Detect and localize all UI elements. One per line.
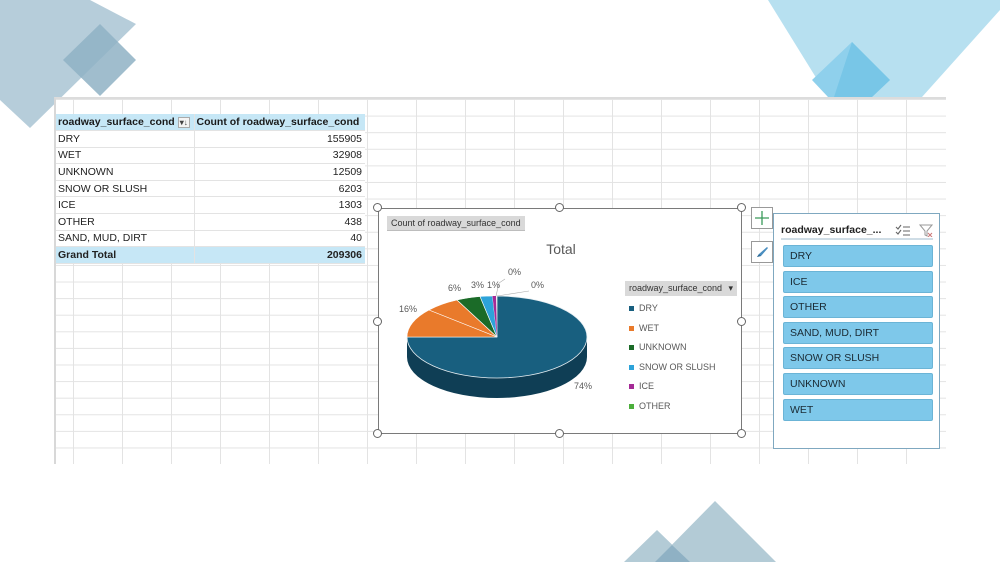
resize-handle-w[interactable]: [373, 317, 382, 326]
sort-descending-filter-icon[interactable]: ▾↓: [177, 116, 190, 128]
swatch-icon: [629, 345, 634, 351]
decorative-mountains-bottom: [624, 501, 776, 562]
label-snow: 3%: [471, 280, 485, 290]
slicer-header: roadway_surface_...: [781, 222, 933, 240]
slicer-item-snow-or-slush[interactable]: SNOW OR SLUSH: [783, 347, 933, 370]
resize-handle-se[interactable]: [737, 429, 746, 438]
dropdown-arrow-icon: ▾: [728, 283, 733, 293]
legend-item-dry[interactable]: DRY: [625, 299, 737, 319]
pivot-header-row: roadway_surface_cond ▾↓ Count of roadway_…: [56, 114, 365, 132]
swatch-icon: [629, 384, 634, 390]
legend-item-snow[interactable]: SNOW OR SLUSH: [625, 358, 737, 378]
grand-total-row[interactable]: Grand Total 209306: [56, 246, 365, 264]
chart-styles-button[interactable]: [751, 241, 773, 263]
resize-handle-sw[interactable]: [373, 429, 382, 438]
slicer-item-dry[interactable]: DRY: [783, 245, 933, 267]
swatch-icon: [629, 325, 634, 331]
resize-handle-e[interactable]: [737, 317, 746, 326]
swatch-icon: [629, 403, 634, 409]
slicer-item-sand-mud-dirt[interactable]: SAND, MUD, DIRT: [783, 321, 933, 344]
multi-select-icon[interactable]: [895, 224, 911, 237]
table-row[interactable]: WET 32908: [56, 147, 365, 165]
plus-icon: [755, 211, 769, 225]
legend-item-wet[interactable]: WET: [625, 319, 737, 339]
label-sand: 0%: [531, 280, 545, 290]
pivot-table: roadway_surface_cond ▾↓ Count of roadway_…: [56, 114, 365, 264]
label-other: 0%: [508, 267, 522, 277]
table-row[interactable]: DRY 155905: [56, 130, 365, 148]
legend-item-ice[interactable]: ICE: [625, 377, 737, 397]
legend-item-unknown[interactable]: UNKNOWN: [625, 338, 737, 358]
slicer-items: DRY ICE OTHER SAND, MUD, DIRT SNOW OR SL…: [783, 245, 933, 424]
slicer-item-unknown[interactable]: UNKNOWN: [783, 372, 933, 395]
pie-plot[interactable]: [379, 209, 743, 435]
row-labels-header[interactable]: roadway_surface_cond ▾↓: [56, 114, 195, 132]
chart-title: Total: [546, 241, 576, 257]
resize-handle-n[interactable]: [555, 203, 564, 212]
slicer-roadway-surface-cond[interactable]: roadway_surface_... DRY ICE OTHER SAND, …: [773, 213, 940, 449]
label-dry: 74%: [574, 381, 593, 391]
table-row[interactable]: SNOW OR SLUSH 6203: [56, 180, 365, 198]
clear-filter-icon[interactable]: [919, 224, 933, 237]
slicer-title: roadway_surface_...: [781, 224, 882, 236]
table-row[interactable]: OTHER 438: [56, 213, 365, 231]
table-row[interactable]: SAND, MUD, DIRT 40: [56, 230, 365, 248]
label-unknown: 6%: [448, 283, 462, 293]
pivot-chart[interactable]: Count of roadway_surface_cond Total 16% …: [378, 208, 742, 434]
paintbrush-icon: [757, 247, 768, 257]
swatch-icon: [629, 306, 634, 312]
label-ice: 1%: [487, 280, 501, 290]
chart-elements-button[interactable]: [751, 207, 773, 229]
legend-field-button[interactable]: roadway_surface_cond ▾: [625, 281, 737, 296]
swatch-icon: [629, 364, 634, 370]
values-header: Count of roadway_surface_cond: [194, 114, 365, 132]
legend-item-other[interactable]: OTHER: [625, 397, 737, 417]
chart-value-field-button[interactable]: Count of roadway_surface_cond: [387, 216, 525, 231]
chart-legend: roadway_surface_cond ▾ DRY WET UNKNOWN S…: [625, 281, 737, 416]
resize-handle-nw[interactable]: [373, 203, 382, 212]
slicer-item-other[interactable]: OTHER: [783, 296, 933, 319]
resize-handle-ne[interactable]: [737, 203, 746, 212]
table-row[interactable]: ICE 1303: [56, 196, 365, 215]
slicer-item-ice[interactable]: ICE: [783, 270, 933, 293]
slicer-item-wet[interactable]: WET: [783, 398, 933, 421]
label-wet: 16%: [399, 304, 418, 314]
table-row[interactable]: UNKNOWN 12509: [56, 163, 365, 181]
decorative-triangle-top-right: [768, 0, 1000, 97]
resize-handle-s[interactable]: [555, 429, 564, 438]
